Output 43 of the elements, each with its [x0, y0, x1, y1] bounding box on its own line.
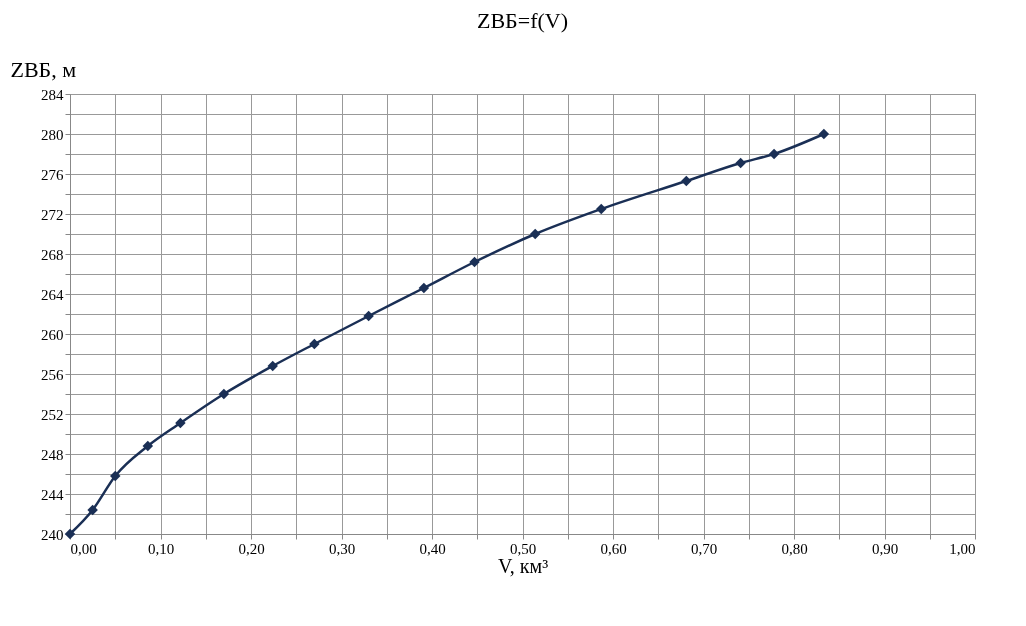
point	[64, 528, 76, 540]
point	[363, 310, 374, 322]
x-tick-label: 0,40	[419, 540, 446, 557]
y-tick-label: 240	[41, 526, 64, 543]
y-tick-label: 248	[41, 446, 64, 463]
point	[418, 282, 430, 294]
y-tick-label: 256	[41, 366, 64, 383]
x-tick-label: 0,60	[600, 540, 627, 557]
y-tick-label: 276	[41, 166, 64, 183]
y-tick-label: 280	[41, 126, 64, 143]
point	[175, 417, 186, 429]
y-tick-label: 260	[41, 326, 64, 343]
x-tick-label: 0,00	[70, 540, 97, 557]
point	[87, 504, 98, 516]
y-tick-label: 264	[41, 286, 64, 303]
x-tick-label: 0,50	[509, 540, 537, 557]
x-axis-title: V, км³	[497, 554, 549, 577]
x-tick-label: 0,30	[328, 540, 356, 557]
point	[309, 338, 320, 350]
x-tick-label: 1,00	[949, 540, 976, 557]
y-axis-title: ZВБ, м	[10, 56, 77, 82]
x-tick-label: 0,20	[238, 540, 265, 557]
y-tick-label: 244	[41, 486, 64, 503]
x-tick-label: 0,70	[690, 540, 718, 557]
y-tick-label: 268	[41, 246, 64, 263]
x-tick-label: 0,10	[147, 540, 175, 557]
point	[218, 388, 230, 400]
point	[735, 157, 746, 169]
point	[681, 175, 692, 187]
point	[267, 360, 278, 372]
y-tick-label: 252	[41, 406, 64, 423]
x-tick-label: 0,90	[871, 540, 899, 557]
y-tick-label: 284	[41, 86, 64, 103]
point	[142, 440, 154, 452]
point	[110, 470, 121, 482]
point	[469, 256, 480, 268]
x-tick-label: 0,80	[781, 540, 808, 557]
chart-title: ZВБ=f(V)	[476, 8, 569, 33]
point	[768, 148, 780, 160]
y-tick-label: 272	[41, 206, 64, 223]
point	[595, 203, 607, 215]
point	[818, 128, 830, 140]
point	[529, 228, 541, 240]
